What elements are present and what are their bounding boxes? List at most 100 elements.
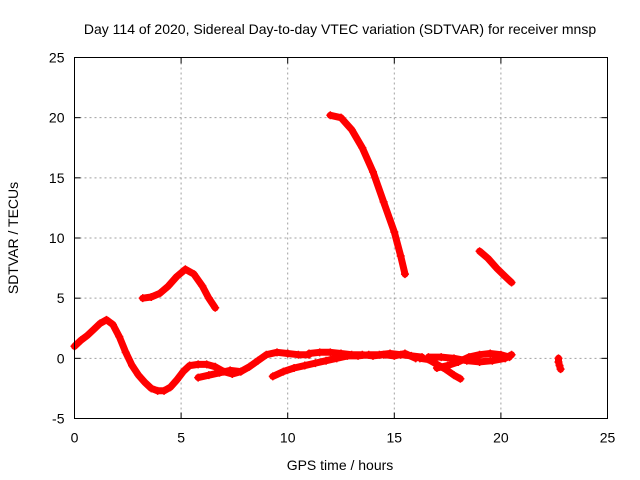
data-point bbox=[358, 143, 367, 152]
data-point bbox=[305, 349, 314, 358]
data-point bbox=[204, 294, 213, 303]
data-point bbox=[390, 351, 399, 360]
data-point bbox=[400, 270, 409, 279]
series-arc-5 bbox=[326, 111, 409, 279]
data-point bbox=[556, 365, 565, 374]
data-point bbox=[379, 197, 388, 206]
axis-ticks: 0 5 10 15 20 25 -5 0 5 10 15 20 25 bbox=[49, 50, 616, 446]
data-point bbox=[89, 325, 98, 334]
data-point bbox=[396, 252, 405, 261]
data-point bbox=[501, 272, 510, 281]
data-point bbox=[443, 361, 452, 370]
y-tick-label: 25 bbox=[49, 50, 65, 66]
data-point bbox=[315, 348, 324, 357]
x-tick-label: 20 bbox=[493, 430, 509, 446]
data-point bbox=[337, 113, 345, 122]
data-point bbox=[300, 361, 309, 370]
data-point bbox=[555, 361, 564, 370]
data-point bbox=[449, 371, 458, 380]
series-arc-2 bbox=[138, 265, 220, 312]
data-point bbox=[322, 356, 331, 365]
chart-title: Day 114 of 2020, Sidereal Day-to-day VTE… bbox=[84, 21, 596, 37]
series-arc-6 bbox=[305, 348, 420, 363]
data-point bbox=[147, 384, 156, 393]
data-point bbox=[96, 319, 105, 328]
data-point bbox=[115, 332, 124, 341]
data-point bbox=[415, 354, 424, 363]
data-point bbox=[189, 270, 198, 279]
data-point bbox=[108, 320, 117, 329]
data-point bbox=[155, 289, 164, 298]
data-point bbox=[326, 111, 335, 120]
y-tick-label: 20 bbox=[49, 110, 65, 126]
data-point bbox=[326, 348, 335, 357]
data-point bbox=[488, 356, 497, 365]
series-arc-3 bbox=[194, 366, 245, 382]
data-point bbox=[140, 378, 149, 387]
series-line bbox=[326, 111, 409, 278]
series-line bbox=[139, 265, 219, 312]
data-point bbox=[358, 350, 367, 359]
data-point bbox=[179, 367, 188, 376]
data-point bbox=[475, 350, 484, 359]
data-point bbox=[215, 368, 224, 377]
x-tick-label: 15 bbox=[387, 430, 403, 446]
data-point bbox=[138, 294, 147, 303]
data-point bbox=[211, 303, 220, 312]
series-arc-10 bbox=[475, 247, 516, 287]
series-line bbox=[476, 247, 516, 286]
data-point bbox=[456, 374, 465, 383]
x-tick-label: 10 bbox=[280, 430, 296, 446]
data-point bbox=[368, 351, 377, 360]
series-line bbox=[71, 316, 313, 395]
x-tick-label: 5 bbox=[177, 430, 185, 446]
data-point bbox=[194, 360, 203, 369]
grid-lines bbox=[74, 57, 608, 419]
data-point bbox=[337, 349, 345, 358]
data-point bbox=[283, 349, 292, 358]
y-tick-label: 15 bbox=[49, 170, 65, 186]
data-point bbox=[368, 167, 377, 176]
y-tick-label: -5 bbox=[52, 411, 65, 427]
data-point bbox=[484, 254, 493, 263]
data-point bbox=[390, 227, 399, 236]
data-point bbox=[554, 357, 563, 366]
data-point bbox=[194, 373, 203, 382]
data-point bbox=[245, 362, 254, 371]
data-point bbox=[166, 383, 175, 392]
data-point bbox=[311, 359, 320, 368]
data-point bbox=[226, 366, 235, 375]
data-point bbox=[253, 356, 262, 365]
data-point bbox=[172, 375, 181, 384]
series-arc-11 bbox=[554, 354, 565, 374]
data-point bbox=[347, 350, 356, 359]
data-points bbox=[70, 111, 565, 395]
y-tick-label: 0 bbox=[57, 350, 65, 366]
data-point bbox=[279, 367, 288, 376]
data-point bbox=[475, 357, 484, 366]
data-point bbox=[464, 353, 473, 362]
y-tick-label: 10 bbox=[49, 230, 65, 246]
data-point bbox=[202, 360, 211, 369]
data-point bbox=[347, 125, 356, 134]
data-point bbox=[475, 247, 484, 256]
data-point bbox=[437, 353, 446, 362]
data-point bbox=[76, 336, 85, 345]
data-point bbox=[496, 350, 505, 359]
data-point bbox=[262, 350, 271, 359]
data-point bbox=[134, 371, 143, 380]
x-tick-label: 25 bbox=[600, 430, 616, 446]
data-point bbox=[164, 282, 173, 291]
series-arc-9 bbox=[432, 349, 514, 372]
data-point bbox=[400, 349, 409, 358]
series-arc-1 bbox=[70, 315, 314, 395]
data-point bbox=[290, 363, 299, 372]
y-tick-label: 5 bbox=[57, 290, 65, 306]
data-point bbox=[454, 357, 463, 366]
data-point bbox=[273, 348, 282, 357]
x-tick-label: 0 bbox=[71, 430, 79, 446]
data-point bbox=[198, 282, 207, 291]
data-point bbox=[507, 278, 516, 287]
x-axis-label: GPS time / hours bbox=[287, 457, 394, 473]
